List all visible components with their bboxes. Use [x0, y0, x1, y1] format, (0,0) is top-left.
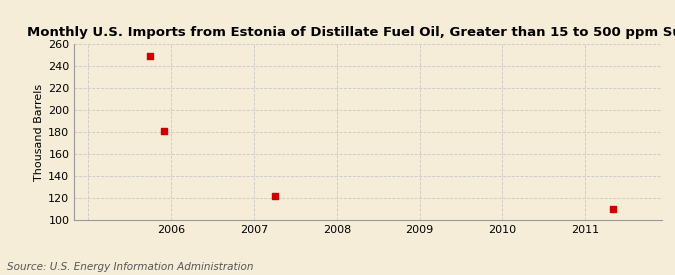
Y-axis label: Thousand Barrels: Thousand Barrels	[34, 83, 44, 181]
Point	[145, 54, 156, 58]
Point	[159, 129, 169, 133]
Point	[269, 194, 280, 198]
Point	[608, 207, 618, 211]
Text: Source: U.S. Energy Information Administration: Source: U.S. Energy Information Administ…	[7, 262, 253, 272]
Title: Monthly U.S. Imports from Estonia of Distillate Fuel Oil, Greater than 15 to 500: Monthly U.S. Imports from Estonia of Dis…	[27, 26, 675, 39]
